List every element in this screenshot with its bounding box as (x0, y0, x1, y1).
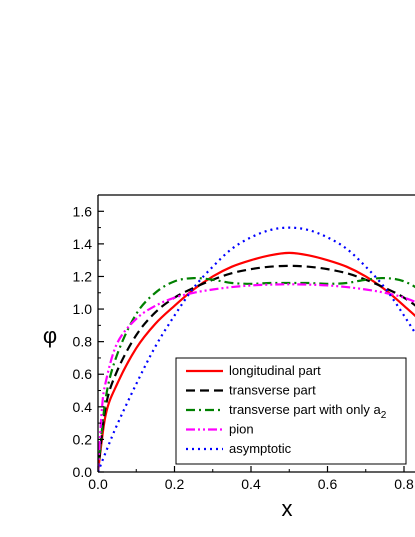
legend-label-text: transverse part (229, 383, 316, 398)
legend-label-text: asymptotic (229, 441, 292, 456)
y-tick-label: 0.8 (73, 334, 93, 350)
x-tick-label: 0.2 (165, 476, 185, 492)
legend-label-subscript: 2 (381, 410, 387, 421)
y-tick-label: 0.2 (73, 431, 93, 447)
legend-label-1: longitudinal part (229, 363, 321, 378)
y-tick-label: 1.2 (73, 268, 93, 284)
x-tick-label: 0.6 (318, 476, 338, 492)
series-line-1 (98, 251, 415, 472)
y-axis-title: φ (43, 323, 57, 348)
series-line-4 (98, 283, 415, 472)
legend-label-text: longitudinal part (229, 363, 321, 378)
legend: longitudinal part transverse part transver… (175, 357, 407, 465)
x-axis-title: x (282, 496, 293, 521)
legend-label-text: transverse part with only a (229, 402, 382, 417)
legend-label-3: transverse part with only a2 (229, 402, 387, 421)
series-layer (98, 226, 415, 472)
x-tick-label: 0.4 (241, 476, 261, 492)
x-tick-label: 0.0 (88, 476, 108, 492)
series-line-2 (98, 264, 415, 472)
series-line-3 (98, 276, 415, 472)
y-tick-label: 1.0 (73, 301, 93, 317)
legend-box (175, 357, 407, 465)
axes (97, 194, 415, 473)
x-tick-label: 0.8 (394, 476, 414, 492)
legend-label-5: asymptotic (229, 441, 292, 456)
legend-label-4: pion (229, 422, 254, 437)
y-tick-label: 0.0 (73, 464, 93, 480)
y-tick-label: 0.4 (73, 399, 93, 415)
series-line-5 (98, 226, 415, 472)
y-tick-label: 1.6 (73, 203, 93, 219)
y-tick-label: 0.6 (73, 366, 93, 382)
y-tick-label: 1.4 (73, 236, 93, 252)
legend-label-2: transverse part (229, 383, 316, 398)
legend-label-text: pion (229, 422, 254, 437)
